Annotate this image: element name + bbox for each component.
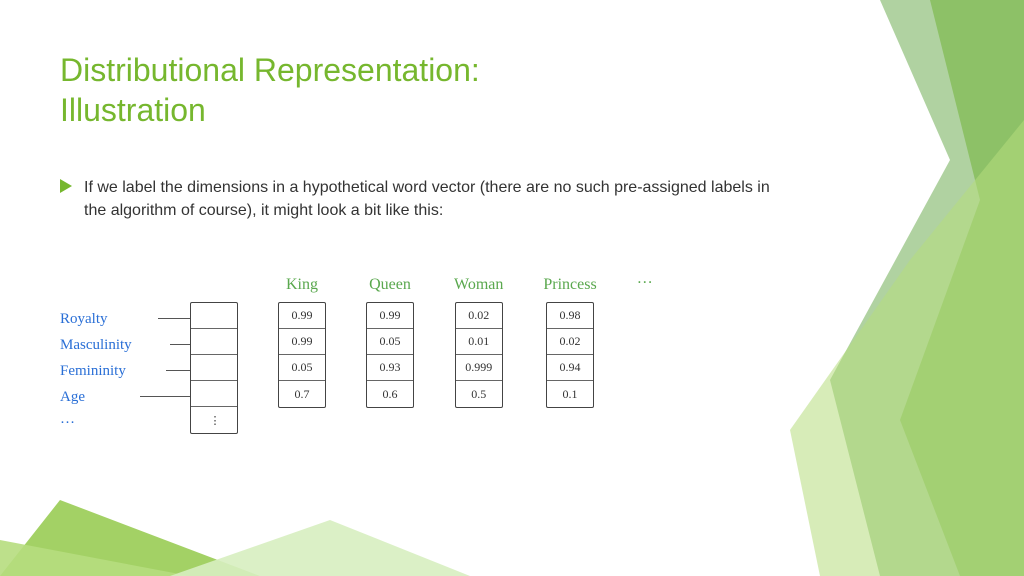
vector-box: 0.02 0.01 0.999 0.5: [455, 302, 503, 408]
vector-cell: [191, 355, 237, 381]
vector-cell: 0.99: [367, 303, 413, 329]
vector-cell: [191, 381, 237, 407]
vector-cell: [191, 329, 237, 355]
slide-title: Distributional Representation: Illustrat…: [60, 50, 480, 130]
vector-box: 0.98 0.02 0.94 0.1: [546, 302, 594, 408]
vector-cell: 0.93: [367, 355, 413, 381]
vector-cell: 0.99: [279, 303, 325, 329]
slide: Distributional Representation: Illustrat…: [0, 0, 1024, 576]
vector-cell-ellipsis: ⋮: [191, 407, 237, 433]
connector-line: [170, 344, 190, 345]
vector-cell: 0.99: [279, 329, 325, 355]
connector-line: [166, 370, 190, 371]
vector-cell: 0.05: [367, 329, 413, 355]
vector-box: 0.99 0.99 0.05 0.7: [278, 302, 326, 408]
dim-label: Royalty: [60, 306, 180, 332]
vector-cell: 0.1: [547, 381, 593, 407]
vector-label: Woman: [454, 260, 503, 294]
vector-cell: [191, 303, 237, 329]
dimension-labels: Royalty Masculinity Femininity Age …: [60, 306, 180, 428]
vector-cell: 0.999: [456, 355, 502, 381]
vector-column: ⋮: [190, 260, 238, 434]
vector-label: Princess: [543, 260, 596, 294]
vector-column: King 0.99 0.99 0.05 0.7: [278, 260, 326, 408]
vector-column: Princess 0.98 0.02 0.94 0.1: [543, 260, 596, 408]
vector-cell: 0.02: [456, 303, 502, 329]
bullet-text: If we label the dimensions in a hypothet…: [84, 176, 780, 222]
connector-line: [140, 396, 190, 397]
vector-cell: 0.05: [279, 355, 325, 381]
bullet: If we label the dimensions in a hypothet…: [60, 176, 780, 222]
dim-label: Femininity: [60, 358, 180, 384]
vector-diagram: Royalty Masculinity Femininity Age … ⋮: [60, 260, 780, 480]
vector-column: Queen 0.99 0.05 0.93 0.6: [366, 260, 414, 408]
vectors-ellipsis: …: [637, 270, 653, 288]
title-line-1: Distributional Representation:: [60, 50, 480, 90]
vector-columns: ⋮ King 0.99 0.99 0.05 0.7 Queen 0.99 0.0…: [190, 260, 653, 434]
vector-cell: 0.7: [279, 381, 325, 407]
vector-cell: 0.01: [456, 329, 502, 355]
vector-cell: 0.94: [547, 355, 593, 381]
vector-cell: 0.02: [547, 329, 593, 355]
title-line-2: Illustration: [60, 90, 480, 130]
dim-label-ellipsis: …: [60, 410, 180, 428]
vector-label: Queen: [369, 260, 411, 294]
connector-line: [158, 318, 190, 319]
vector-box: 0.99 0.05 0.93 0.6: [366, 302, 414, 408]
vector-cell: 0.98: [547, 303, 593, 329]
vector-column: Woman 0.02 0.01 0.999 0.5: [454, 260, 503, 408]
dim-label: Masculinity: [60, 332, 180, 358]
bullet-arrow-icon: [60, 179, 72, 193]
dim-label: Age: [60, 384, 180, 410]
vector-cell: 0.5: [456, 381, 502, 407]
vector-box: ⋮: [190, 302, 238, 434]
vector-label: King: [286, 260, 318, 294]
vector-cell: 0.6: [367, 381, 413, 407]
